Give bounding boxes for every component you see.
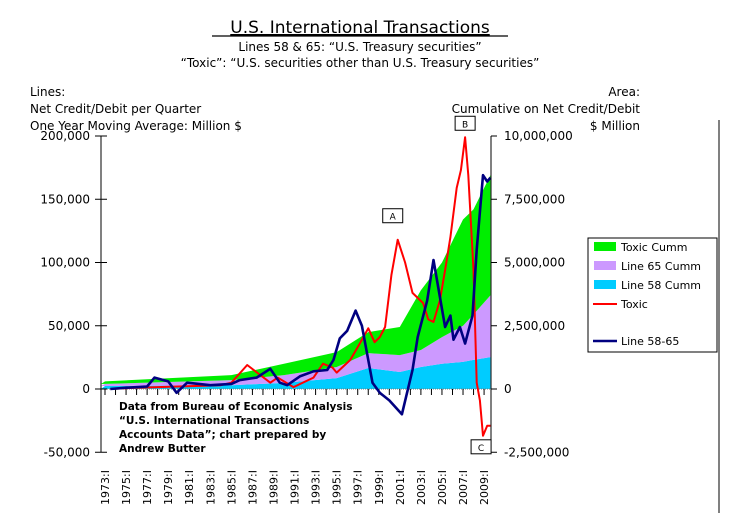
x-tick-label: 1985:I <box>225 470 238 505</box>
x-tick-label: 1997:I <box>352 470 365 505</box>
x-tick-label: 2003:I <box>415 470 428 505</box>
y-left-tick-label: -50,000 <box>44 445 90 459</box>
x-tick-label: 1987:I <box>246 470 259 505</box>
area-line-58-cumm <box>101 357 491 389</box>
annotation-box-a <box>382 208 404 224</box>
x-tick-label: 1995:I <box>331 470 344 505</box>
legend-swatch-line65-cumm <box>594 261 616 270</box>
annotation-label-b: B <box>462 120 468 130</box>
legend-label-toxic: Toxic <box>620 298 648 311</box>
legend-swatch-toxic-cumm <box>594 242 616 251</box>
right-note-2: $ Million <box>590 119 640 133</box>
y-left-tick-label: 100,000 <box>40 256 90 270</box>
line-toxic <box>110 136 491 437</box>
x-tick-label: 1999:I <box>373 470 386 505</box>
legend: Toxic Cumm Line 65 Cumm Line 58 Cumm Tox… <box>587 237 718 353</box>
annotation-label-c: C <box>478 444 484 454</box>
x-tick-label: 2001:I <box>394 470 407 505</box>
legend-label-toxic-cumm: Toxic Cumm <box>620 241 687 254</box>
source-line-2: Accounts Data”; chart prepared by <box>119 429 326 441</box>
x-tick-label: 2009:I <box>478 470 491 505</box>
line-line-58-65 <box>110 173 492 416</box>
x-ticks: 1973:I 1975:I 1977:I 1979:I 1981:I 1983:I 1985… <box>99 389 491 505</box>
chart-subtitle-1: Lines 58 & 65: “U.S. Treasury securities… <box>238 40 481 54</box>
annotation-box-b <box>454 115 476 131</box>
x-tick-label: 1977:I <box>141 470 154 505</box>
y-left-tick-label: 200,000 <box>40 129 90 143</box>
left-note-2: One Year Moving Average: Million $ <box>30 119 242 133</box>
chart-subtitle-2: “Toxic”: “U.S. securities other than U.S… <box>181 56 540 70</box>
legend-label-line65-cumm: Line 65 Cumm <box>621 260 701 273</box>
x-tick-label: 1991:I <box>289 470 302 505</box>
stacked-areas <box>101 175 491 389</box>
area-toxic-cumm <box>101 175 491 384</box>
annotation-box-c <box>470 439 492 455</box>
y-ticks: 200,000 150,000 100,000 50,000 0 -50,000 10,00… <box>40 129 572 459</box>
annotation-label-a: A <box>390 213 397 223</box>
y-left-tick-label: 150,000 <box>40 192 90 206</box>
annotations: A B C <box>382 115 492 455</box>
series-lines <box>110 136 492 437</box>
right-note-0: Area: <box>608 85 640 99</box>
x-tick-label: 1973:I <box>99 470 112 505</box>
y-right-tick-label: 10,000,000 <box>504 129 573 143</box>
legend-swatch-line58-cumm <box>594 280 616 289</box>
source-line-3: Andrew Butter <box>119 443 206 455</box>
source-line-1: “U.S. International Transactions <box>119 415 309 427</box>
y-right-tick-label: 0 <box>504 382 512 396</box>
x-tick-label: 1989:I <box>267 470 280 505</box>
y-left-tick-label: 50,000 <box>48 319 90 333</box>
x-tick-label: 1993:I <box>310 470 323 505</box>
legend-label-line58-cumm: Line 58 Cumm <box>621 279 701 292</box>
legend-label-line58-65: Line 58-65 <box>621 335 679 348</box>
legend-box <box>587 237 718 353</box>
area-line-65-cumm <box>101 295 491 386</box>
y-right-tick-label: 7,500,000 <box>504 192 565 206</box>
y-left-tick-label: 0 <box>82 382 90 396</box>
y-right-tick-label: -2,500,000 <box>504 445 569 459</box>
left-note-0: Lines: <box>30 85 65 99</box>
x-tick-label: 2005:I <box>436 470 449 505</box>
x-tick-label: 2007:I <box>457 470 470 505</box>
x-tick-label: 1981:I <box>183 470 196 505</box>
left-note-1: Net Credit/Debit per Quarter <box>30 102 201 116</box>
y-right-tick-label: 2,500,000 <box>504 319 565 333</box>
x-tick-label: 1975:I <box>120 470 133 505</box>
source-note: Data from Bureau of Economic Analysis “U… <box>119 401 353 455</box>
chart-title: U.S. International Transactions <box>230 18 490 38</box>
x-tick-label: 1979:I <box>162 470 175 505</box>
right-note-1: Cumulative on Net Credit/Debit <box>452 102 641 116</box>
x-tick-label: 1983:I <box>204 470 217 505</box>
y-right-tick-label: 5,000,000 <box>504 256 565 270</box>
source-line-0: Data from Bureau of Economic Analysis <box>119 401 353 413</box>
